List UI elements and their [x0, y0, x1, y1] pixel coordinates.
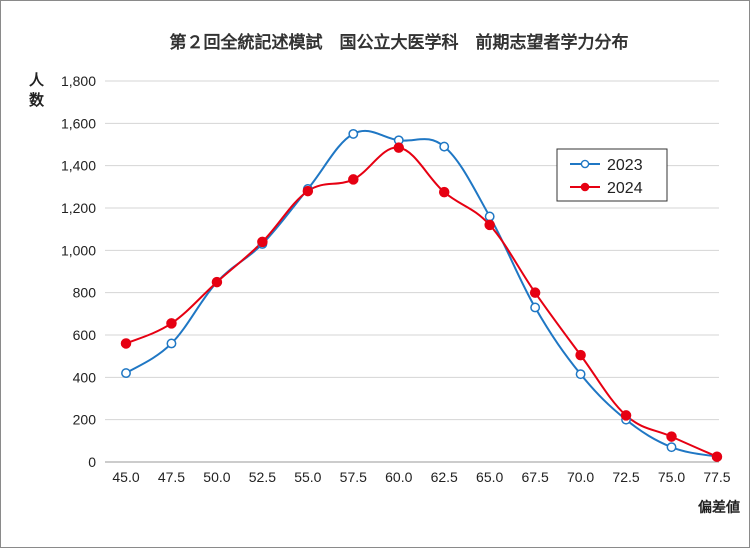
tick-labels: 0 200 400 600 800 1,000 1,200 1,400 1,600 1,800 45…: [61, 73, 731, 485]
legend-label-2023: 2023: [607, 157, 643, 174]
data-point-2024: [620, 410, 632, 421]
data-point-2024: [257, 236, 268, 248]
data-point-2023: [439, 141, 450, 152]
x-tick-label: 52.5: [249, 469, 276, 485]
data-point-2023: [530, 302, 541, 313]
data-point-2023: [575, 369, 586, 380]
data-point-2024: [166, 318, 177, 329]
data-point-2024: [211, 276, 223, 288]
legend-marker-2023: [580, 159, 590, 169]
data-point-2023: [348, 128, 359, 139]
data-point-2023: [166, 338, 177, 349]
y-axis-label: 人 数: [29, 71, 49, 109]
data-point-2024: [438, 186, 450, 198]
data-point-2024: [666, 431, 677, 442]
series-line-2024: [125, 146, 718, 458]
y-tick-label: 0: [88, 454, 96, 470]
y-tick-label: 200: [73, 412, 97, 428]
data-point-2024: [393, 142, 405, 153]
x-tick-label: 55.0: [294, 469, 321, 485]
y-tick-label: 800: [73, 285, 97, 301]
data-point-2024: [302, 185, 314, 197]
x-tick-label: 67.5: [522, 469, 549, 485]
data-point-2024: [711, 451, 723, 462]
y-tick-label: 1,600: [61, 115, 96, 131]
x-tick-label: 57.5: [340, 469, 367, 485]
legend: 2023 2024: [556, 148, 668, 202]
x-tick-label: 65.0: [476, 469, 503, 485]
data-point-2024: [575, 349, 586, 361]
x-tick-label: 45.0: [112, 469, 139, 485]
legend-marker-2024: [580, 182, 590, 192]
legend-box: [556, 148, 668, 202]
data-point-2024: [348, 174, 359, 185]
y-tick-label: 1,000: [61, 242, 96, 258]
x-tick-label: 62.5: [431, 469, 458, 485]
data-point-2024: [484, 219, 495, 231]
series-layer: [120, 128, 723, 462]
data-point-2023: [484, 211, 495, 222]
y-tick-label: 600: [73, 327, 97, 343]
x-tick-label: 70.0: [567, 469, 594, 485]
x-tick-label: 75.0: [658, 469, 685, 485]
data-point-2024: [529, 287, 541, 298]
data-point-2024: [120, 338, 132, 349]
legend-label-2024: 2024: [607, 180, 643, 197]
x-tick-label: 50.0: [203, 469, 230, 485]
x-axis-label: 偏差値: [698, 499, 740, 516]
x-tick-label: 60.0: [385, 469, 412, 485]
y-tick-label: 1,200: [61, 200, 96, 216]
y-tick-label: 1,800: [61, 73, 96, 89]
x-tick-label: 72.5: [612, 469, 639, 485]
x-tick-label: 77.5: [703, 469, 730, 485]
y-tick-label: 400: [73, 369, 97, 385]
y-tick-label: 1,400: [61, 158, 96, 174]
gridlines: [105, 80, 719, 463]
x-tick-label: 47.5: [158, 469, 185, 485]
chart-title: 第２回全統記述模試 国公立大医学科 前期志望者学力分布: [170, 32, 629, 53]
data-point-2023: [121, 368, 131, 379]
data-point-2023: [666, 442, 677, 453]
